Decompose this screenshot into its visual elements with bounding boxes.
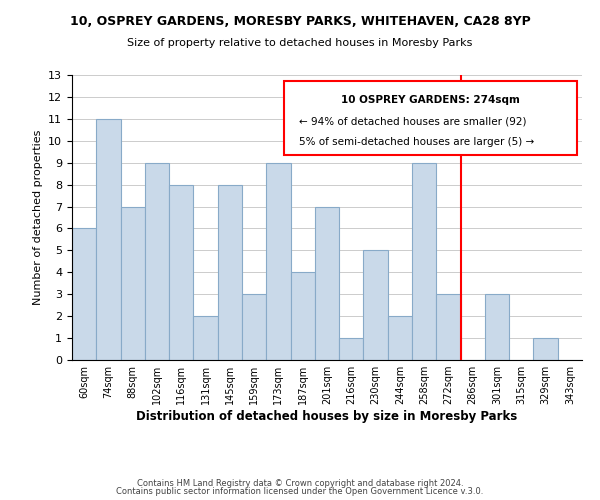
Bar [72,228,96,360]
Bar [193,316,218,360]
Bar [96,119,121,360]
Bar [436,294,461,360]
Text: 10, OSPREY GARDENS, MORESBY PARKS, WHITEHAVEN, CA28 8YP: 10, OSPREY GARDENS, MORESBY PARKS, WHITE… [70,15,530,28]
Text: 10 OSPREY GARDENS: 274sqm: 10 OSPREY GARDENS: 274sqm [341,95,520,105]
Bar [388,316,412,360]
Bar [266,162,290,360]
Text: ← 94% of detached houses are smaller (92): ← 94% of detached houses are smaller (92… [299,116,526,126]
Y-axis label: Number of detached properties: Number of detached properties [32,130,43,305]
Bar [364,250,388,360]
Bar [290,272,315,360]
Bar [315,206,339,360]
Bar [145,162,169,360]
FancyBboxPatch shape [284,80,577,155]
Text: Contains HM Land Registry data © Crown copyright and database right 2024.: Contains HM Land Registry data © Crown c… [137,478,463,488]
Text: 5% of semi-detached houses are larger (5) →: 5% of semi-detached houses are larger (5… [299,138,534,147]
Text: Contains public sector information licensed under the Open Government Licence v.: Contains public sector information licen… [116,487,484,496]
Bar [533,338,558,360]
Bar [485,294,509,360]
Bar [339,338,364,360]
Bar [121,206,145,360]
Bar [242,294,266,360]
Bar [169,184,193,360]
Text: Size of property relative to detached houses in Moresby Parks: Size of property relative to detached ho… [127,38,473,48]
Bar [218,184,242,360]
X-axis label: Distribution of detached houses by size in Moresby Parks: Distribution of detached houses by size … [136,410,518,423]
Bar [412,162,436,360]
